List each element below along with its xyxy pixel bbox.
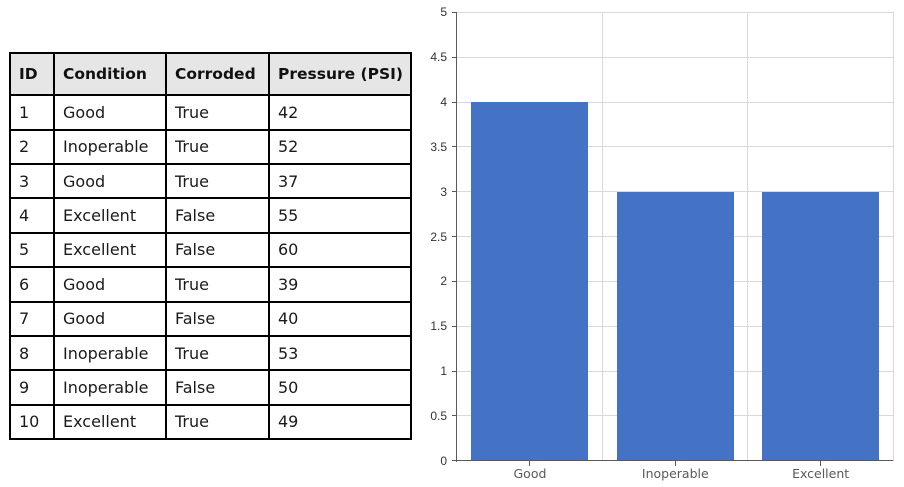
table-cell: True (165, 266, 270, 303)
table-cell: True (165, 94, 270, 131)
table-cell: Excellent (53, 231, 167, 269)
table-cell: 50 (268, 369, 412, 406)
table-row: 9 Inoperable False 50 (9, 369, 412, 406)
y-gridline (457, 11, 894, 13)
x-axis-tick (820, 461, 822, 467)
table-row: 3 Good True 37 (9, 162, 412, 200)
table-cell: Good (53, 266, 167, 303)
table-cell: 4 (9, 197, 55, 234)
y-axis-line (456, 12, 458, 462)
table-cell: Inoperable (53, 369, 167, 406)
table-cell: 42 (268, 94, 412, 131)
table-cell: 52 (268, 128, 412, 165)
table-cell: Excellent (53, 197, 167, 234)
table-cell: Inoperable (53, 128, 167, 165)
y-axis-tick (451, 236, 458, 238)
y-gridline (457, 101, 894, 103)
bar-excellent (762, 191, 880, 461)
table-cell: 1 (9, 94, 55, 131)
y-axis-tick (451, 146, 458, 148)
y-gridline (457, 325, 894, 327)
table-cell: Good (53, 162, 167, 200)
y-tick-label: 5 (440, 5, 447, 20)
y-axis-tick (451, 56, 458, 58)
y-gridline (457, 236, 894, 238)
table-cell: 3 (9, 162, 55, 200)
column-header-pressure-psi: Pressure (PSI) (268, 51, 412, 97)
table-row: 7 Good False 40 (9, 300, 412, 337)
y-gridline (457, 191, 894, 193)
y-axis-tick (451, 191, 458, 193)
table-cell: Good (53, 94, 167, 131)
table-cell: 55 (268, 197, 412, 234)
table-cell: Inoperable (53, 334, 167, 372)
y-gridline (457, 56, 894, 58)
table-cell: True (165, 162, 270, 200)
table-row: 4 Excellent False 55 (9, 197, 412, 234)
category-label-excellent: Excellent (792, 465, 850, 481)
table-row: 10 Excellent True 49 (9, 403, 412, 441)
table-row: 5 Excellent False 60 (9, 231, 412, 269)
y-axis-tick (451, 325, 458, 327)
y-axis-tick (451, 11, 458, 13)
x-gridline (747, 12, 749, 461)
column-header-corroded: Corroded (165, 51, 270, 97)
table-cell: 60 (268, 231, 412, 269)
table-cell: Good (53, 300, 167, 337)
category-label-good: Good (513, 465, 547, 481)
bar-good (471, 102, 589, 461)
table-cell: 49 (268, 403, 412, 441)
column-header-condition: Condition (53, 51, 167, 97)
y-axis-tick (451, 460, 458, 462)
x-axis-tick (529, 461, 531, 467)
x-gridline (892, 12, 894, 461)
table-cell: 6 (9, 266, 55, 303)
table-cell: False (165, 197, 270, 234)
table-cell: 39 (268, 266, 412, 303)
table-cell: False (165, 231, 270, 269)
table-row: 1 Good True 42 (9, 94, 412, 131)
table-row: 8 Inoperable True 53 (9, 334, 412, 372)
table-cell: 10 (9, 403, 55, 441)
table-cell: 9 (9, 369, 55, 406)
table-body: 1 Good True 42 2 Inoperable True 52 3 Good True 37 4… (9, 94, 412, 441)
x-axis-tick (674, 461, 676, 467)
y-gridline (457, 415, 894, 417)
table-cell: False (165, 300, 270, 337)
table-row: 6 Good True 39 (9, 266, 412, 303)
table-cell: 53 (268, 334, 412, 372)
table-cell: 8 (9, 334, 55, 372)
table-cell: 7 (9, 300, 55, 337)
table-cell: True (165, 128, 270, 165)
y-gridline (457, 146, 894, 148)
category-label-inoperable: Inoperable (641, 465, 709, 481)
y-tick-label: 0 (440, 453, 447, 468)
table-cell: 2 (9, 128, 55, 165)
table-cell: Excellent (53, 403, 167, 441)
table-row: 2 Inoperable True 52 (9, 128, 412, 165)
y-axis-tick (451, 415, 458, 417)
y-gridline (457, 280, 894, 282)
table-cell: 37 (268, 162, 412, 200)
table-cell: 40 (268, 300, 412, 337)
data-table: ID Condition Corroded Pressure (PSI) 1 Good T… (9, 51, 412, 441)
table-cell: False (165, 369, 270, 406)
table-header: ID Condition Corroded Pressure (PSI) (9, 51, 412, 97)
x-gridline (602, 12, 604, 461)
y-gridline (457, 370, 894, 372)
table-cell: True (165, 403, 270, 441)
bar-inoperable (616, 191, 734, 461)
y-axis-tick (451, 370, 458, 372)
y-axis-tick (451, 101, 458, 103)
column-header-id: ID (9, 51, 55, 97)
x-axis-line (457, 460, 894, 462)
table-cell: 5 (9, 231, 55, 269)
table-cell: True (165, 334, 270, 372)
table-header-row: ID Condition Corroded Pressure (PSI) (9, 51, 412, 97)
y-axis-tick (451, 280, 458, 282)
